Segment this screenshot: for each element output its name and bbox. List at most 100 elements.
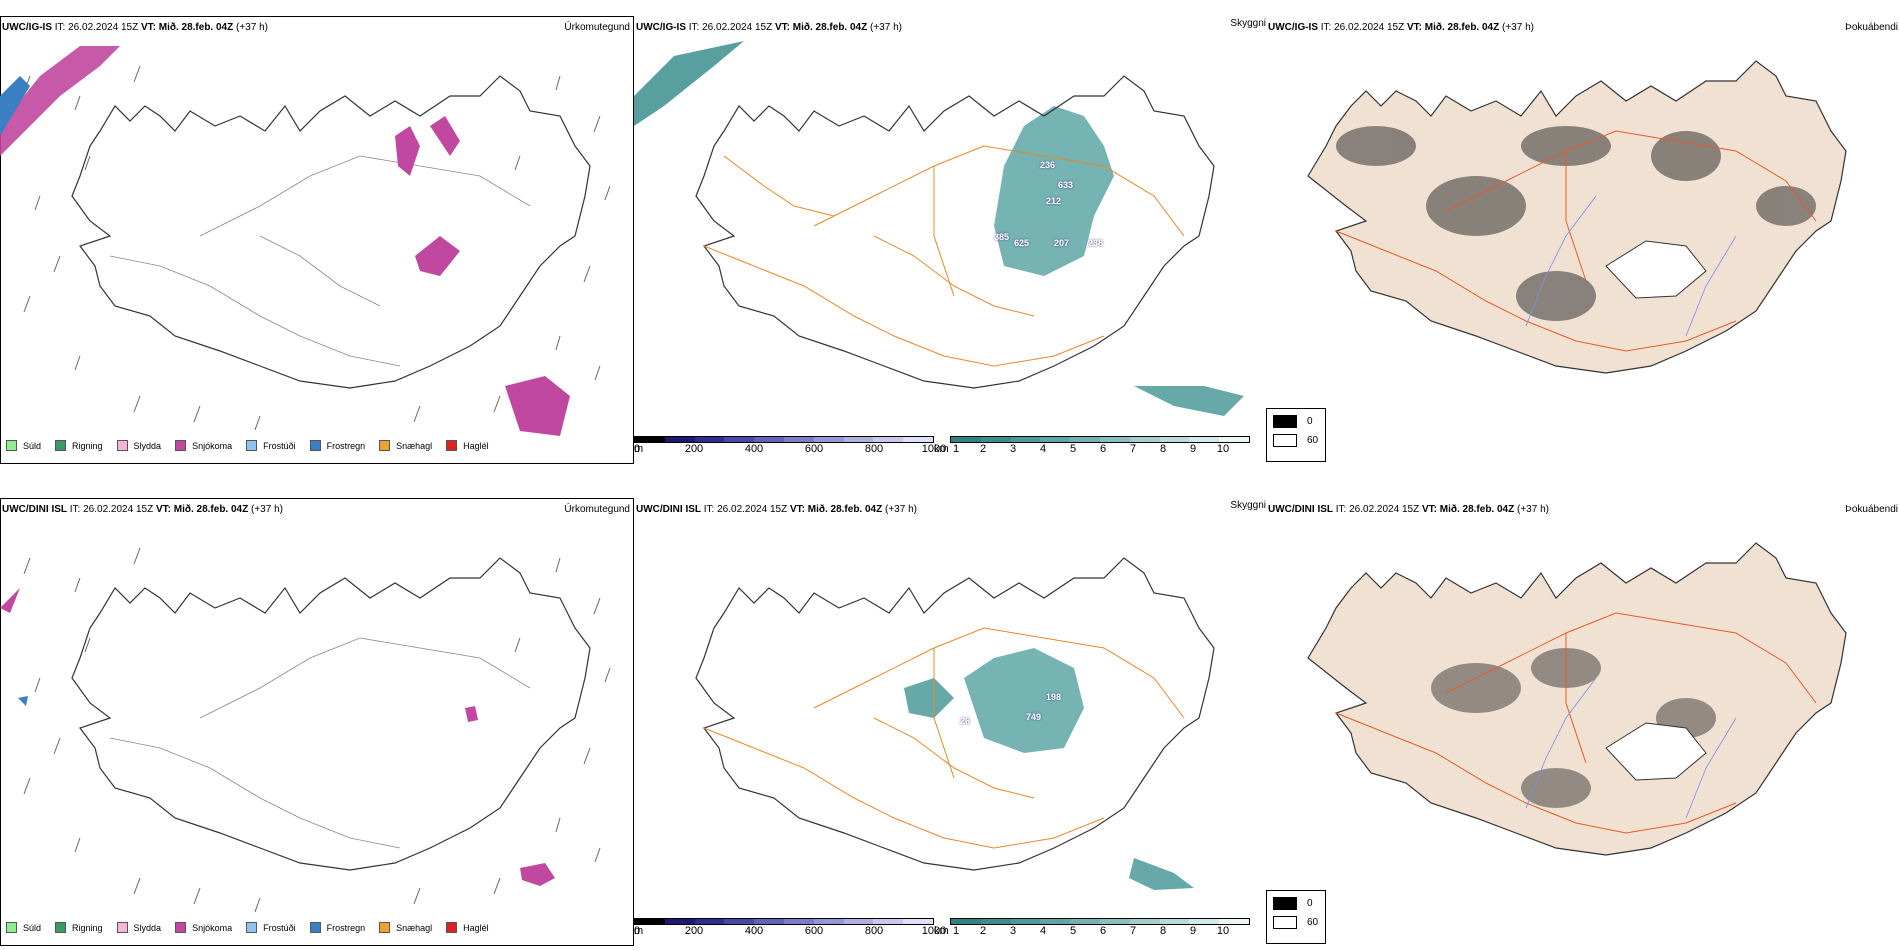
- fog-legend-row: 0: [1273, 415, 1319, 428]
- wind-barbs: [23, 65, 611, 431]
- panel-title: UWC/IG-IS IT: 26.02.2024 15Z VT: Mið. 28…: [1268, 22, 1534, 33]
- fog-legend-row: 60: [1273, 434, 1319, 447]
- legend-label: Slydda: [133, 440, 162, 451]
- colorbar-segment: [724, 437, 755, 442]
- roads: [1335, 130, 1817, 352]
- colorbar-tick: 6: [1099, 925, 1107, 937]
- colorbar-tick: 1: [953, 443, 960, 455]
- lead-time: (+37 h): [870, 22, 902, 33]
- colorbar-unit: m: [634, 443, 644, 455]
- colorbar-tick: 600: [804, 925, 824, 937]
- colorbar-segment: [843, 919, 874, 924]
- colorbar-tick: 8: [1159, 443, 1167, 455]
- precip-snow-w: [0, 588, 20, 613]
- colorbar-tick: 800: [864, 443, 884, 455]
- colorbar-segment: [1040, 919, 1071, 924]
- iceland-precip-map: [0, 547, 611, 913]
- valid-time: Mið. 28.feb. 04Z: [807, 504, 883, 515]
- init-time: IT: 26.02.2024 15Z: [54, 22, 139, 33]
- colorbar-segment: [694, 437, 725, 442]
- parameter-name: Skyggni: [1230, 500, 1266, 511]
- model-name: UWC/DINI ISL: [2, 504, 67, 515]
- fog-legend-swatch: [1273, 916, 1297, 929]
- fog-legend: 0 60: [1266, 408, 1326, 462]
- fog-legend: 0 60: [1266, 890, 1326, 944]
- colorbar-segment: [1040, 437, 1071, 442]
- colorbar-bar: [950, 436, 1250, 443]
- coastline: [695, 557, 1215, 871]
- valid-time-label: VT:: [140, 22, 156, 33]
- vis-label: 238: [1088, 238, 1104, 248]
- legend-swatch: [175, 922, 187, 933]
- visibility-km-colorbar: 1 2 3 4 5 6 7 8 9 10 km: [934, 436, 1250, 455]
- valid-time-label: VT:: [155, 504, 171, 515]
- legend-item: Súld: [6, 922, 41, 933]
- precip-frzrain-w: [18, 696, 28, 706]
- colorbar-segment: [951, 919, 981, 924]
- colorbar-segment: [1099, 437, 1130, 442]
- colorbar-segment: [1099, 919, 1130, 924]
- low-vis-central: [964, 648, 1084, 753]
- init-time: IT: 26.02.2024 15Z: [69, 504, 154, 515]
- colorbar-tick: 0: [634, 443, 641, 455]
- lead-time: (+37 h): [1517, 504, 1549, 515]
- colorbar-segment: [1070, 437, 1100, 442]
- visibility-km-colorbar: 1 2 3 4 5 6 7 8 9 10 km: [934, 918, 1250, 937]
- colorbar-segment: [724, 919, 755, 924]
- colorbar-segment: [1010, 437, 1041, 442]
- colorbar-tick: 7: [1129, 925, 1137, 937]
- colorbar-ticks: 0 200 400 600 800 1000: [634, 443, 946, 455]
- legend-swatch: [116, 922, 128, 933]
- init-time: IT: 26.02.2024 15Z: [703, 504, 788, 515]
- legend-label: Snjókoma: [192, 922, 233, 933]
- colorbar-ticks: 0 200 400 600 800 1000: [634, 925, 946, 937]
- colorbar-tick: 0: [634, 925, 641, 937]
- valid-time-label: VT:: [1406, 22, 1422, 33]
- panel-title: UWC/IG-IS IT: 26.02.2024 15Z VT: Mið. 28…: [636, 22, 902, 33]
- colorbar-segment: [1189, 437, 1220, 442]
- colorbar-unit: km: [934, 443, 949, 455]
- rivers: [1525, 195, 1737, 337]
- fog-legend-value: 0: [1307, 898, 1313, 909]
- colorbar-tick: 10: [1216, 925, 1230, 937]
- colorbar-tick: 7: [1129, 443, 1137, 455]
- legend-item: Súld: [6, 440, 41, 451]
- low-vis-central: [994, 106, 1114, 276]
- coastline: [71, 75, 591, 389]
- valid-time: Mið. 28.feb. 04Z: [1439, 504, 1515, 515]
- legend-label: Snjókoma: [192, 440, 233, 451]
- colorbar-segment: [903, 919, 933, 924]
- lead-time: (+37 h): [236, 22, 268, 33]
- wind-barbs: [23, 547, 611, 913]
- valid-time: Mið. 28.feb. 04Z: [158, 22, 234, 33]
- init-time: IT: 26.02.2024 15Z: [688, 22, 773, 33]
- iceland-precip-map: [0, 46, 611, 436]
- colorbar-tick: 9: [1189, 443, 1197, 455]
- legend-item: Frostúði: [246, 440, 296, 451]
- legend-swatch: [6, 440, 17, 451]
- legend-item: Rigning: [55, 922, 103, 933]
- colorbar-tick: 600: [804, 443, 824, 455]
- colorbar-segment: [813, 919, 844, 924]
- colorbar-segment: [903, 437, 933, 442]
- colorbar-segment: [813, 437, 844, 442]
- precip-type-legend: Súld Rigning Slydda Snjókoma Frostúði Frostre…: [6, 922, 489, 933]
- fog-legend-swatch: [1273, 897, 1297, 910]
- legend-swatch: [116, 440, 128, 451]
- colorbar-tick: 5: [1069, 443, 1077, 455]
- panel-title: UWC/DINI ISL IT: 26.02.2024 15Z VT: Mið.…: [2, 504, 283, 515]
- panel-fog-index-ig: UWC/IG-IS IT: 26.02.2024 15Z VT: Mið. 28…: [1266, 12, 1900, 464]
- model-name: UWC/DINI ISL: [1268, 504, 1333, 515]
- parameter-name: Þokuábendi: [1845, 22, 1898, 33]
- vis-label: 625: [1014, 238, 1030, 248]
- precip-snow-ne: [430, 116, 460, 156]
- visibility-m-colorbar: 0 200 400 600 800 1000 m: [634, 436, 946, 455]
- legend-item: Snæhagl: [379, 440, 432, 451]
- colorbar-tick: 1000: [921, 443, 947, 455]
- iceland-fog-map: [1307, 60, 1847, 374]
- legend-label: Frostregn: [326, 440, 366, 451]
- vis-label: 26: [960, 716, 971, 726]
- colorbar-tick: 8: [1159, 925, 1167, 937]
- legend-label: Rigning: [72, 440, 103, 451]
- colorbar-tick: 2: [979, 443, 987, 455]
